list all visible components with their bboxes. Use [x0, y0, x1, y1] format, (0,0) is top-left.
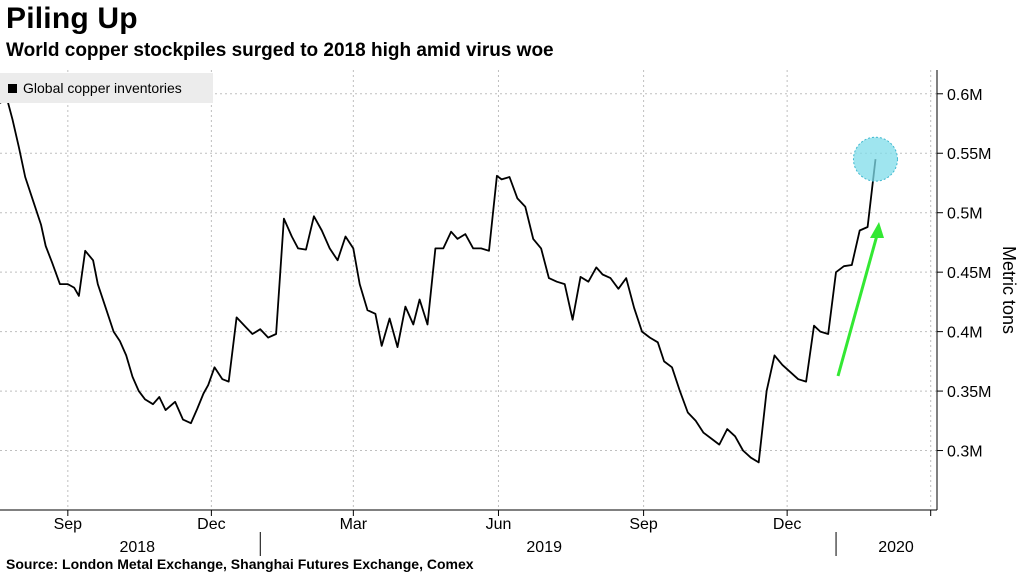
chart-title: Piling Up	[6, 2, 138, 35]
y-tick-label: 0.55M	[947, 146, 991, 163]
axes	[0, 70, 943, 556]
legend-label: Global copper inventories	[23, 80, 182, 96]
x-tick-label: Dec	[197, 516, 225, 533]
source-note: Source: London Metal Exchange, Shanghai …	[6, 556, 474, 572]
y-tick-label: 0.3M	[947, 444, 983, 461]
legend-swatch	[8, 83, 17, 93]
annotations	[836, 136, 898, 377]
chart-subtitle: World copper stockpiles surged to 2018 h…	[6, 40, 554, 61]
x-tick-label: Dec	[773, 516, 801, 533]
year-label: 2018	[119, 539, 155, 556]
line-layer	[0, 95, 877, 464]
trend-arrow-head	[870, 222, 884, 238]
y-tick-label: 0.6M	[947, 87, 983, 104]
y-tick-label: 0.4M	[947, 325, 983, 342]
legend: Global copper inventories	[0, 73, 213, 103]
series-line	[0, 95, 877, 464]
x-tick-label: Sep	[629, 516, 658, 533]
year-label: 2020	[878, 539, 914, 556]
y-tick-label: 0.35M	[947, 384, 991, 401]
grid-lines	[0, 70, 937, 510]
y-axis-title: Metric tons	[999, 246, 1019, 334]
peak-highlight	[852, 136, 898, 182]
x-tick-label: Mar	[340, 516, 368, 533]
x-tick-label: Jun	[486, 516, 512, 533]
y-tick-label: 0.45M	[947, 265, 991, 282]
tick-labels: 0.3M 0.35M 0.4M 0.45M 0.5M 0.55M 0.6M Sep Dec Mar…	[54, 87, 1019, 556]
year-label: 2019	[526, 539, 562, 556]
trend-arrow	[836, 227, 881, 377]
y-tick-label: 0.5M	[947, 206, 983, 223]
x-tick-label: Sep	[54, 516, 83, 533]
